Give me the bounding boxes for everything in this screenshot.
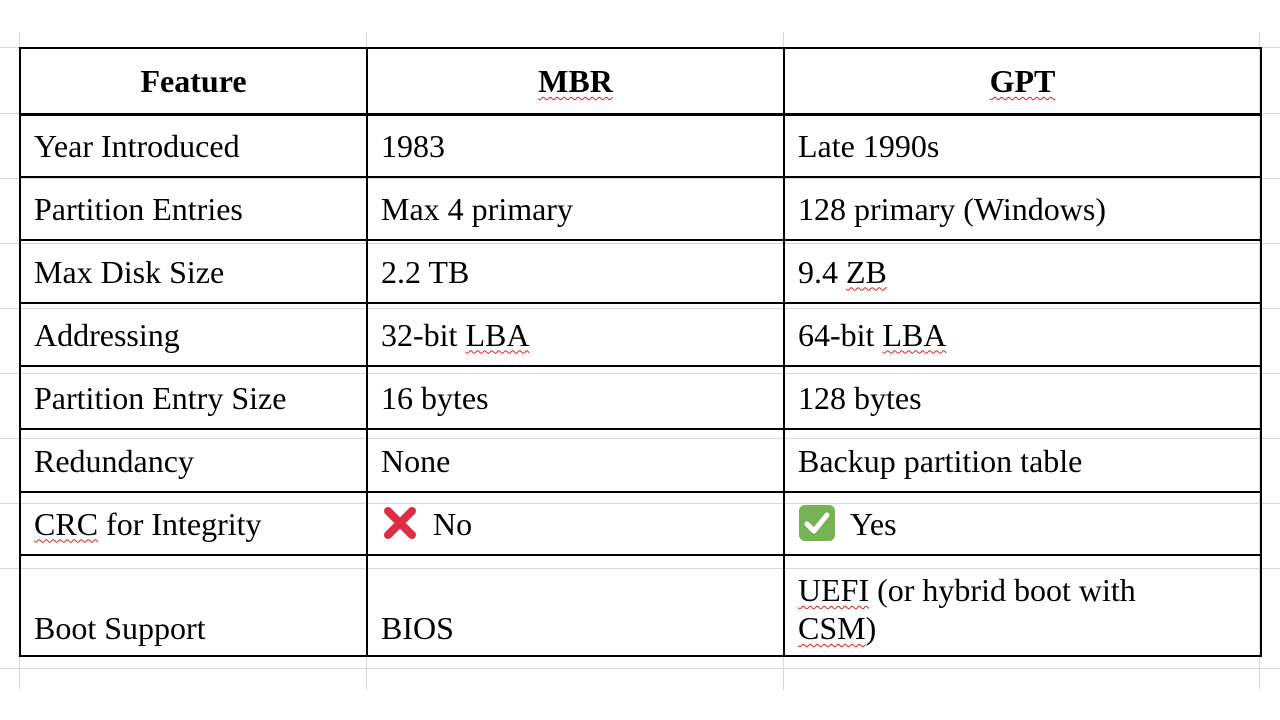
feature-label: Partition Entry Size [34,379,287,416]
mbr-cell[interactable]: 16 bytes [366,365,785,430]
feature-cell[interactable]: Boot Support [19,554,368,657]
feature-label: Partition Entries [34,190,243,227]
feature-label: Year Introduced [34,127,240,164]
feature-term: CRC [34,505,99,542]
table-row: Year Introduced 1983 Late 1990s [19,113,1262,178]
gpt-value: Yes [850,506,897,542]
mbr-value: None [381,442,451,479]
table-row: Max Disk Size 2.2 TB 9.4 ZB [19,239,1262,304]
mbr-value: Max 4 primary [381,190,573,227]
mbr-value: 2.2 TB [381,253,470,290]
gpt-value: Late 1990s [798,127,940,164]
feature-cell[interactable]: CRC for Integrity [19,491,368,556]
mbr-cell[interactable]: Max 4 primary [366,176,785,241]
check-mark-icon [799,505,835,541]
feature-label: for Integrity [106,505,262,542]
gpt-value: Backup partition table [798,442,1083,479]
gpt-cell[interactable]: 128 bytes [783,365,1262,430]
feature-cell[interactable]: Redundancy [19,428,368,493]
gpt-unit: ZB [846,253,887,290]
feature-cell[interactable]: Max Disk Size [19,239,368,304]
feature-label: Boot Support [34,610,206,646]
header-cell[interactable]: MBR [366,47,785,116]
mbr-value: 32-bit [381,316,458,353]
feature-label: Addressing [34,316,180,353]
gpt-cell[interactable]: UEFI (or hybrid boot with CSM) [783,554,1262,657]
table-row: Boot Support BIOS UEFI (or hybrid boot w… [19,554,1262,657]
gpt-cell[interactable]: 64-bit LBA [783,302,1262,367]
gpt-value: 128 bytes [798,379,922,416]
gpt-term: CSM [798,610,866,646]
feature-label: Redundancy [34,442,194,479]
feature-cell[interactable]: Addressing [19,302,368,367]
header-mbr: MBR [538,62,613,99]
mbr-cell[interactable]: None [366,428,785,493]
table-row: Partition Entry Size 16 bytes 128 bytes [19,365,1262,430]
header-row: Feature MBR GPT [19,47,1262,116]
gpt-cell[interactable]: Yes [783,491,1262,556]
mbr-cell[interactable]: 2.2 TB [366,239,785,304]
table-row: Addressing 32-bit LBA 64-bit LBA [19,302,1262,367]
mbr-cell[interactable]: BIOS [366,554,785,657]
gridline [0,668,1280,669]
mbr-cell[interactable]: 1983 [366,113,785,178]
mbr-cell[interactable]: 32-bit LBA [366,302,785,367]
header-cell[interactable]: GPT [783,47,1262,116]
gpt-cell[interactable]: 128 primary (Windows) [783,176,1262,241]
gpt-value: 9.4 [798,253,838,290]
table-row: Redundancy None Backup partition table [19,428,1262,493]
gpt-value: 64-bit [798,316,875,353]
feature-cell[interactable]: Partition Entry Size [19,365,368,430]
table-row: Partition Entries Max 4 primary 128 prim… [19,176,1262,241]
table-row: CRC for Integrity No Yes [19,491,1262,556]
feature-cell[interactable]: Partition Entries [19,176,368,241]
gpt-term: LBA [882,316,947,353]
mbr-value: No [433,506,473,542]
gpt-value: 128 primary (Windows) [798,190,1106,227]
feature-label: Max Disk Size [34,253,225,290]
mbr-value: 1983 [381,127,445,164]
gpt-value-end: ) [865,610,877,646]
mbr-value: 16 bytes [381,379,489,416]
gpt-value: (or hybrid boot with [877,572,1136,608]
header-gpt: GPT [989,62,1056,99]
mbr-value: BIOS [381,610,454,646]
cross-mark-icon [384,507,416,539]
mbr-term: LBA [465,316,530,353]
feature-cell[interactable]: Year Introduced [19,113,368,178]
gpt-cell[interactable]: 9.4 ZB [783,239,1262,304]
gpt-cell[interactable]: Late 1990s [783,113,1262,178]
comparison-table: Feature MBR GPT Year Introduced 1983 Lat… [19,47,1262,657]
gpt-cell[interactable]: Backup partition table [783,428,1262,493]
gpt-term: UEFI [798,572,870,608]
header-cell[interactable]: Feature [19,47,368,116]
header-feature: Feature [140,62,247,99]
mbr-cell[interactable]: No [366,491,785,556]
